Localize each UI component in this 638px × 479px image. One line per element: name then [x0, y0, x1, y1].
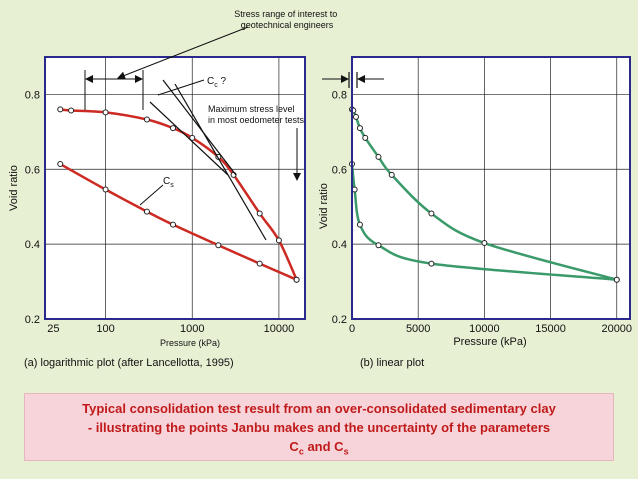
x-axis-label-b: Pressure (kPa): [453, 336, 526, 348]
data-point: [375, 153, 382, 160]
data-point: [481, 240, 488, 247]
x-tick-label: 100: [96, 323, 114, 335]
stress-range-pointer: [117, 26, 249, 80]
max-stress-line2: in most oedometer tests: [208, 115, 305, 125]
summary-banner: Typical consolidation test result from a…: [24, 393, 614, 461]
cc-pointer: [157, 79, 205, 96]
data-point: [375, 242, 382, 249]
data-point: [356, 221, 363, 228]
y-tick-label: 0.6: [332, 164, 347, 176]
plot-frame-a: [44, 56, 306, 320]
series-b: [349, 106, 620, 283]
data-point: [57, 106, 64, 113]
data-point: [362, 134, 369, 141]
banner-and-c: and C: [303, 439, 344, 454]
plot-area-a: [45, 57, 305, 319]
log-plot-panel: 0.2 0.4 0.6 0.8 25 100 1000 10000 Pressure (kPa…: [8, 9, 340, 348]
data-point: [143, 208, 150, 215]
plot-area-b: [352, 57, 630, 319]
y-axis-label-a: Void ratio: [8, 165, 20, 211]
x-tick-label: 20000: [601, 323, 632, 335]
x-tick-label: 10000: [469, 323, 500, 335]
data-point: [256, 260, 263, 267]
data-point: [215, 242, 222, 249]
y-tick-label: 0.8: [332, 89, 347, 101]
cc-tangent-1: [149, 101, 229, 176]
stress-range-line1: Stress range of interest to: [234, 9, 337, 19]
banner-cc-sub: c: [298, 446, 304, 457]
data-point: [388, 171, 395, 178]
x-tick-label: 25: [47, 323, 59, 335]
data-point: [170, 221, 177, 228]
ticks-b: 0.2 0.4 0.6 0.8 0 5000 10000 15000 20000: [332, 89, 632, 335]
data-point: [170, 125, 177, 132]
data-point: [102, 109, 109, 116]
cc-label: Cc ?: [207, 76, 227, 89]
max-stress-label: Maximum stress level in most oedometer t…: [208, 104, 305, 125]
x-tick-label: 0: [349, 323, 355, 335]
banner-line-1: Typical consolidation test result from a…: [82, 401, 556, 416]
data-point: [143, 116, 150, 123]
series-a: [57, 106, 300, 283]
data-point: [356, 125, 363, 132]
banner-line-3: Cc and Cs: [25, 437, 613, 462]
plot-frame-b: [351, 56, 631, 320]
data-point: [189, 134, 196, 141]
data-point: [57, 161, 64, 168]
cs-sub: s: [170, 182, 174, 189]
data-point: [68, 107, 75, 114]
banner-cs-sub: s: [343, 446, 349, 457]
x-tick-label: 5000: [406, 323, 430, 335]
x-tick-label: 1000: [180, 323, 204, 335]
data-point: [428, 260, 435, 267]
x-axis-label-a: Pressure (kPa): [160, 338, 220, 348]
cc-question: ?: [218, 76, 227, 87]
x-tick-label: 10000: [264, 323, 295, 335]
x-tick-label: 15000: [535, 323, 566, 335]
cc-tangent-3: [174, 83, 267, 241]
y-tick-label: 0.2: [25, 314, 40, 326]
caption-b: (b) linear plot: [360, 357, 425, 369]
data-point: [428, 210, 435, 217]
caption-a: (a) logarithmic plot (after Lancellotta,…: [24, 357, 234, 369]
y-axis-label-b: Void ratio: [318, 183, 330, 229]
cs-label: Cs: [163, 176, 174, 189]
cs-pointer: [139, 184, 164, 206]
data-point: [352, 113, 359, 120]
series-line: [351, 108, 618, 281]
stress-range-label: Stress range of interest to geotechnical…: [234, 9, 340, 30]
stress-range-line2: geotechnical engineers: [241, 20, 334, 30]
y-tick-label: 0.2: [332, 314, 347, 326]
annotations-a: Stress range of interest to geotechnical…: [84, 9, 340, 241]
data-point: [102, 186, 109, 193]
y-tick-label: 0.6: [25, 164, 40, 176]
data-point: [613, 276, 620, 283]
max-stress-line1: Maximum stress level: [208, 104, 295, 114]
y-tick-label: 0.8: [25, 89, 40, 101]
banner-cc-c: C: [289, 439, 299, 454]
linear-plot-panel: 0.2 0.4 0.6 0.8 0 5000 10000 15000 20000 Pressur…: [318, 56, 632, 348]
banner-line-2: - illustrating the points Janbu makes an…: [87, 420, 551, 435]
data-point: [293, 276, 300, 283]
y-tick-label: 0.4: [332, 239, 347, 251]
data-point: [275, 237, 282, 244]
cc-sub: c: [214, 82, 218, 89]
y-tick-label: 0.4: [25, 239, 40, 251]
data-point: [256, 210, 263, 217]
ticks-a: 0.2 0.4 0.6 0.8 25 100 1000 10000: [25, 89, 295, 335]
cc-tangent-2: [162, 79, 237, 176]
